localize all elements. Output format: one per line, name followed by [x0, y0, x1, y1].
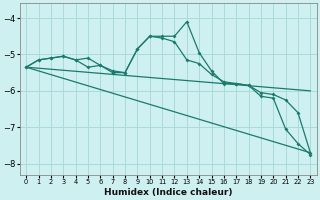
X-axis label: Humidex (Indice chaleur): Humidex (Indice chaleur) [104, 188, 233, 197]
